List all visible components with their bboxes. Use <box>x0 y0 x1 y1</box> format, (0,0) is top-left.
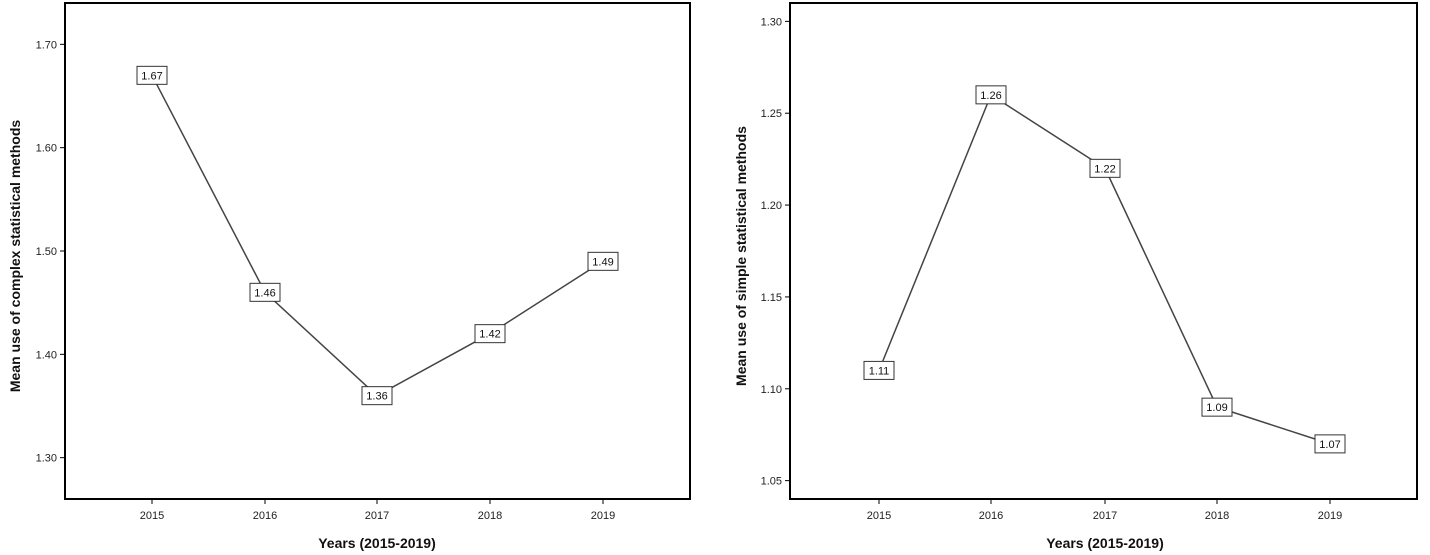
x-tick-label: 2017 <box>1093 510 1117 522</box>
y-tick-label: 1.15 <box>761 292 782 304</box>
x-axis-title: Years (2015-2019) <box>318 535 436 551</box>
y-tick-label: 1.50 <box>36 246 57 258</box>
y-tick-label: 1.30 <box>36 453 57 465</box>
data-label-box <box>1089 158 1121 178</box>
y-tick-label: 1.10 <box>761 384 782 396</box>
data-label-box <box>474 324 506 344</box>
data-label: 1.11 <box>869 365 890 377</box>
complex-methods-chart: 1.30 1.40 1.50 1.60 1.70 2015 2016 2017 2018 2019… <box>7 2 691 551</box>
x-tick-label: 2019 <box>591 510 615 522</box>
series-line <box>878 93 1331 445</box>
x-axis-title: Years (2015-2019) <box>1046 535 1164 551</box>
y-tick-label: 1.20 <box>761 200 782 212</box>
data-label-box <box>249 282 281 302</box>
data-label-box <box>1201 397 1233 417</box>
y-tick-label: 1.05 <box>761 476 782 488</box>
data-label-box <box>587 251 619 271</box>
x-tick-label: 2016 <box>979 510 1003 522</box>
x-tick-label: 2015 <box>867 510 891 522</box>
data-label: 1.09 <box>1206 402 1227 414</box>
data-label: 1.67 <box>141 70 162 82</box>
y-tick-label: 1.25 <box>761 108 782 120</box>
x-tick-label: 2018 <box>478 510 502 522</box>
y-tick-label: 1.70 <box>36 39 57 51</box>
data-label: 1.42 <box>479 329 500 341</box>
x-tick-label: 2015 <box>140 510 164 522</box>
series-line <box>151 74 604 397</box>
data-label-box <box>863 360 895 380</box>
x-tick-label: 2016 <box>253 510 277 522</box>
data-label: 1.36 <box>366 391 387 403</box>
simple-methods-chart: 1.05 1.10 1.15 1.20 1.25 1.30 2015 2016 2017 2018… <box>733 2 1418 551</box>
plot-frame <box>789 2 1418 500</box>
data-label-box <box>136 65 168 85</box>
y-tick-label: 1.40 <box>36 349 57 361</box>
data-label: 1.46 <box>254 287 275 299</box>
data-label: 1.49 <box>592 256 613 268</box>
data-label-box <box>975 85 1007 105</box>
y-axis-title: Mean use of simple statistical methods <box>733 126 749 386</box>
data-label: 1.22 <box>1094 163 1115 175</box>
data-label-box <box>1314 434 1346 454</box>
data-label-box <box>361 386 393 406</box>
x-tick-label: 2017 <box>365 510 389 522</box>
y-tick-label: 1.60 <box>36 143 57 155</box>
x-tick-label: 2018 <box>1205 510 1229 522</box>
y-tick-label: 1.30 <box>761 16 782 28</box>
x-tick-label: 2019 <box>1318 510 1342 522</box>
data-label: 1.26 <box>980 90 1001 102</box>
y-axis-title: Mean use of complex statistical methods <box>7 120 23 393</box>
data-label: 1.07 <box>1319 439 1340 451</box>
